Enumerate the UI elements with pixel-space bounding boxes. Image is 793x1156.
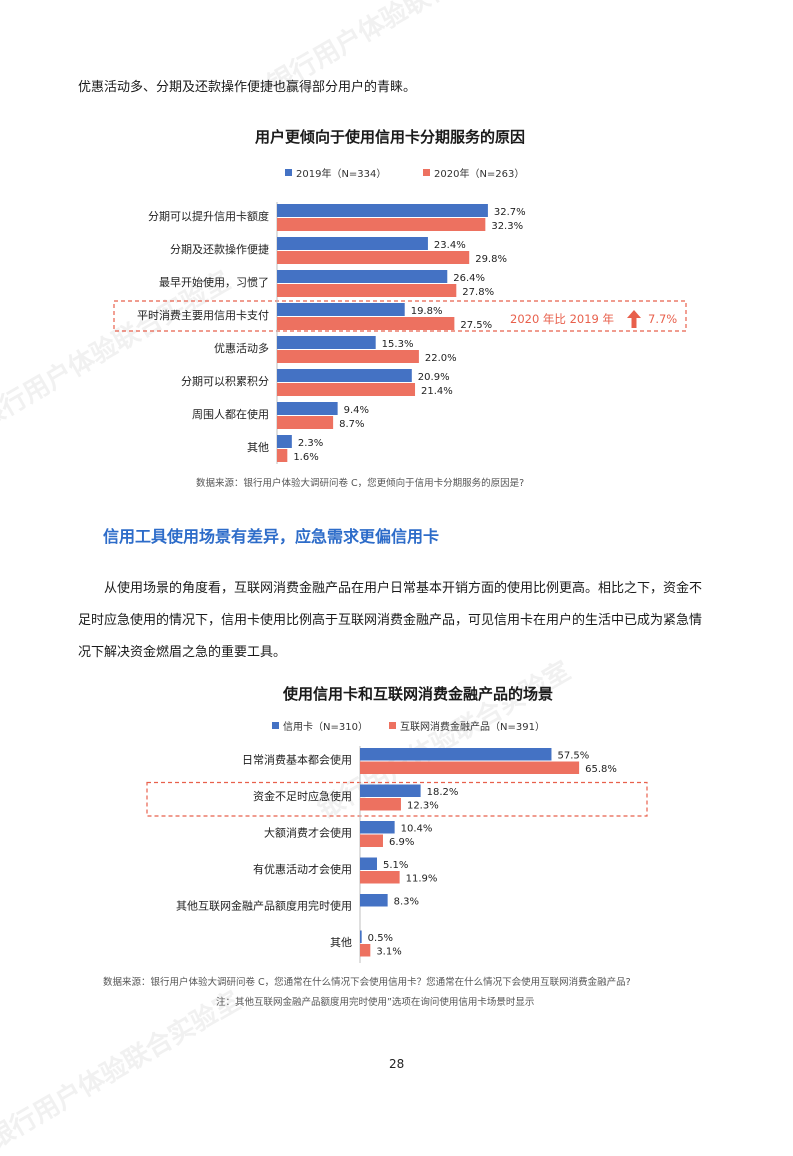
bar-series-b: [277, 284, 457, 297]
data-label: 2.3%: [298, 438, 323, 449]
callout-text: 2020 年比 2019 年: [510, 312, 614, 326]
bar-series-b: [360, 871, 400, 884]
data-label: 57.5%: [557, 751, 589, 762]
data-label: 27.5%: [460, 320, 492, 331]
bar-series-b: [277, 317, 455, 330]
legend-swatch-blue: [285, 169, 292, 176]
body-line-2: 足时应急使用的情况下，信用卡使用比例高于互联网消费金融产品，可见信用卡在用户的生…: [78, 613, 703, 628]
data-label: 32.7%: [494, 207, 526, 218]
bar-series-a: [360, 748, 552, 761]
data-label: 32.3%: [491, 221, 523, 232]
data-label: 20.9%: [418, 372, 450, 383]
bar-series-a: [360, 894, 388, 907]
bar-series-b: [277, 350, 419, 363]
category-label: 优惠活动多: [214, 341, 269, 355]
section-heading: 信用工具使用场景有差异，应急需求更偏信用卡: [103, 527, 440, 546]
bar-series-a: [360, 857, 377, 870]
category-label: 分期及还款操作便捷: [170, 242, 269, 256]
category-label: 资金不足时应急使用: [253, 789, 352, 803]
data-label: 27.8%: [462, 287, 494, 298]
legend-label: 2020年（N=263）: [434, 169, 525, 180]
data-label: 3.1%: [376, 947, 401, 958]
data-label: 23.4%: [434, 240, 466, 251]
category-label: 周围人都在使用: [192, 408, 269, 421]
category-label: 其他互联网金融产品额度用完时使用: [176, 899, 352, 913]
data-label: 5.1%: [383, 860, 408, 871]
category-label: 平时消费主要用信用卡支付: [137, 308, 269, 322]
legend-label: 互联网消费金融产品（N=391）: [400, 722, 545, 733]
chart1-callout: 2020 年比 2019 年 7.7%: [510, 309, 677, 329]
data-label: 0.5%: [368, 933, 393, 944]
bar-series-a: [277, 270, 448, 283]
data-label: 18.2%: [427, 787, 459, 798]
category-label: 日常消费基本都会使用: [242, 753, 352, 767]
category-label: 最早开始使用，习惯了: [159, 275, 269, 289]
chart1-legend-2019: 2019年（N=334）: [285, 165, 386, 180]
callout-value: 7.7%: [648, 312, 678, 326]
bar-series-a: [277, 369, 412, 382]
bar-series-b: [360, 834, 383, 847]
data-label: 1.6%: [293, 452, 318, 463]
bar-series-a: [277, 435, 292, 448]
legend-swatch-blue: [272, 722, 279, 729]
up-arrow-icon: [627, 310, 641, 328]
category-label: 其他: [330, 936, 352, 949]
bar-series-b: [277, 383, 416, 396]
category-label: 其他: [247, 441, 269, 454]
bar-series-a: [360, 784, 421, 797]
bar-series-a: [277, 204, 488, 217]
chart2-source: 数据来源：银行用户体验大调研问卷 C，您通常在什么情况下会使用信用卡？您通常在什…: [103, 977, 631, 988]
bar-series-b: [277, 218, 486, 231]
data-label: 19.8%: [411, 306, 443, 317]
bar-series-a: [277, 336, 376, 349]
legend-swatch-red: [389, 722, 396, 729]
data-label: 15.3%: [382, 339, 414, 350]
bar-series-b: [360, 798, 401, 811]
watermark: 银行用户体验联合实验室: [0, 986, 246, 1156]
data-label: 12.3%: [407, 801, 439, 812]
legend-swatch-red: [423, 169, 430, 176]
chart1-title: 用户更倾向于使用信用卡分期服务的原因: [255, 128, 526, 146]
bar-series-a: [277, 237, 428, 250]
data-label: 6.9%: [389, 837, 414, 848]
data-label: 10.4%: [401, 824, 433, 835]
intro-paragraph: 优惠活动多、分期及还款操作便捷也赢得部分用户的青睐。: [78, 80, 417, 95]
page-number: 28: [389, 1057, 405, 1071]
data-label: 26.4%: [453, 273, 485, 284]
data-label: 8.3%: [394, 897, 419, 908]
bar-series-a: [277, 303, 405, 316]
data-label: 65.8%: [585, 764, 617, 775]
legend-label: 2019年（N=334）: [296, 169, 387, 180]
category-label: 分期可以积累积分: [181, 375, 269, 388]
body-line-1: 从使用场景的角度看，互联网消费金融产品在用户日常基本开销方面的使用比例更高。相比…: [104, 581, 703, 596]
body-line-3: 况下解决资金燃眉之急的重要工具。: [78, 645, 287, 660]
chart2-legend-card: 信用卡（N=310）: [272, 718, 368, 733]
bar-series-b: [360, 761, 580, 774]
bar-series-b: [277, 449, 288, 462]
category-label: 分期可以提升信用卡额度: [148, 209, 269, 223]
chart2-note: 注：其他互联网金融产品额度用完时使用”选项在询问使用信用卡场景时显示: [216, 997, 535, 1008]
chart1-source: 数据来源：银行用户体验大调研问卷 C，您更倾向于信用卡分期服务的原因是?: [196, 478, 525, 489]
data-label: 11.9%: [406, 874, 438, 885]
data-label: 29.8%: [475, 254, 507, 265]
chart2-legend-internet: 互联网消费金融产品（N=391）: [389, 718, 545, 733]
chart1-reasons: 分期可以提升信用卡额度 32.7% 32.3% 分期及还款操作便捷 23.4% 29.8%…: [113, 202, 687, 464]
legend-label: 信用卡（N=310）: [283, 722, 368, 733]
data-label: 22.0%: [425, 353, 457, 364]
highlight-box: [146, 781, 648, 817]
chart2-scenarios: 日常消费基本都会使用 57.5% 65.8% 资金不足时应急使用 18.2% 12.3% 大…: [146, 746, 648, 963]
category-label: 有优惠活动才会使用: [253, 862, 352, 876]
bar-series-b: [277, 416, 334, 429]
bar-series-a: [360, 821, 395, 834]
category-label: 大额消费才会使用: [264, 826, 352, 840]
bar-series-a: [277, 402, 338, 415]
chart2-title: 使用信用卡和互联网消费金融产品的场景: [283, 685, 554, 703]
data-label: 21.4%: [421, 386, 453, 397]
bar-series-a: [360, 930, 362, 943]
data-label: 9.4%: [344, 405, 369, 416]
bar-series-b: [360, 944, 371, 957]
bar-series-b: [277, 251, 470, 264]
data-label: 8.7%: [339, 419, 364, 430]
chart1-legend-2020: 2020年（N=263）: [423, 165, 524, 180]
